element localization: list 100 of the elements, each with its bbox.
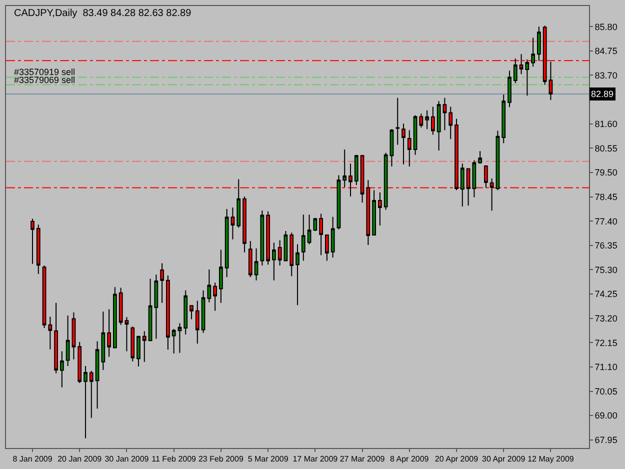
candlestick bbox=[336, 174, 341, 230]
y-tick-label: 70.05 bbox=[594, 386, 618, 396]
candlestick bbox=[60, 350, 64, 388]
candlestick bbox=[219, 249, 223, 304]
candlestick bbox=[136, 336, 140, 367]
candlestick bbox=[396, 97, 400, 146]
y-tick-label: 71.10 bbox=[594, 362, 618, 372]
candlestick bbox=[354, 154, 358, 186]
candlestick bbox=[130, 326, 135, 362]
candlestick bbox=[89, 370, 94, 418]
y-tick-label: 72.15 bbox=[594, 338, 618, 348]
candlestick bbox=[242, 196, 246, 253]
candlestick bbox=[195, 300, 200, 344]
y-tick-label: 74.25 bbox=[594, 289, 618, 300]
candlestick bbox=[54, 302, 58, 374]
candlestick bbox=[42, 265, 46, 329]
x-tick-label: 17 Mar 2009 bbox=[292, 454, 338, 464]
candlestick bbox=[513, 58, 518, 84]
ref-line-label: 82.89 bbox=[591, 89, 614, 99]
candlestick bbox=[531, 37, 535, 68]
candlestick bbox=[266, 210, 270, 266]
candlestick bbox=[207, 268, 212, 303]
candlestick bbox=[184, 290, 188, 336]
candlestick bbox=[296, 244, 300, 306]
candlestick bbox=[502, 94, 506, 144]
candlestick bbox=[36, 224, 40, 274]
candlestick bbox=[201, 290, 206, 334]
candlestick bbox=[496, 130, 500, 191]
candlestick bbox=[413, 114, 418, 156]
ref-line-label: #33570919 sell bbox=[14, 67, 76, 77]
candlestick bbox=[154, 274, 158, 340]
x-tick-label: 8 Apr 2009 bbox=[390, 454, 430, 464]
candlestick bbox=[448, 106, 453, 140]
x-tick-label: 30 Apr 2009 bbox=[482, 454, 526, 464]
x-tick-label: 8 Jan 2009 bbox=[12, 454, 53, 464]
candlestick bbox=[142, 330, 146, 362]
y-tick-label: 81.60 bbox=[594, 119, 618, 129]
candlestick bbox=[419, 113, 424, 128]
candlestick bbox=[260, 210, 264, 266]
candlestick bbox=[248, 240, 252, 278]
candlestick bbox=[508, 70, 512, 108]
y-tick-label: 73.20 bbox=[594, 313, 618, 324]
candlestick bbox=[442, 97, 447, 131]
y-tick-label: 79.50 bbox=[594, 168, 618, 178]
candlestick bbox=[460, 163, 464, 208]
candlestick bbox=[537, 26, 541, 62]
y-tick-label: 76.35 bbox=[594, 240, 618, 251]
candlestick bbox=[390, 128, 394, 167]
candlestick bbox=[325, 234, 329, 262]
candlestick bbox=[372, 190, 376, 236]
y-tick-label: 67.95 bbox=[594, 435, 618, 446]
candlestick bbox=[407, 130, 412, 167]
x-tick-label: 11 Feb 2009 bbox=[152, 454, 197, 464]
candlestick bbox=[313, 217, 318, 232]
y-tick-label: 69.00 bbox=[594, 410, 618, 421]
y-tick-label: 83.70 bbox=[594, 70, 618, 80]
candlestick bbox=[101, 311, 106, 370]
candlestick bbox=[95, 340, 100, 410]
candlestick bbox=[402, 123, 406, 165]
candlestick bbox=[224, 208, 229, 278]
candlestick bbox=[178, 322, 182, 354]
candlestick bbox=[431, 106, 435, 136]
y-tick-label: 84.75 bbox=[594, 46, 618, 56]
candlestick bbox=[384, 152, 388, 210]
candlestick bbox=[525, 58, 530, 96]
x-tick-label: 20 Apr 2009 bbox=[434, 454, 479, 464]
candlestick bbox=[284, 230, 288, 262]
y-tick-label: 80.55 bbox=[594, 143, 618, 154]
candlestick bbox=[301, 214, 306, 262]
y-tick-label: 78.45 bbox=[594, 192, 618, 202]
candlestick bbox=[78, 341, 82, 384]
candlestick bbox=[230, 206, 235, 240]
candlestick bbox=[190, 304, 194, 320]
chart-title: CADJPY,Daily 83.49 84.28 82.63 82.89 bbox=[14, 8, 192, 19]
candlestick bbox=[160, 262, 164, 304]
y-tick-label: 85.80 bbox=[594, 22, 618, 32]
x-tick-label: 12 May 2009 bbox=[528, 454, 574, 464]
candlestick bbox=[254, 248, 258, 281]
candlestick bbox=[272, 242, 276, 281]
candlestick bbox=[48, 316, 52, 350]
candlestick bbox=[172, 328, 176, 354]
candlestick bbox=[342, 149, 347, 188]
candlestick bbox=[72, 312, 76, 360]
candlestick bbox=[378, 192, 382, 226]
candlestick bbox=[425, 110, 429, 130]
candlestick bbox=[307, 214, 312, 245]
candlestick bbox=[166, 275, 170, 350]
candlestick bbox=[213, 282, 217, 312]
candlestick bbox=[472, 160, 476, 198]
candlestick bbox=[118, 287, 123, 326]
x-tick-label: 23 Feb 2009 bbox=[198, 454, 244, 464]
candlestick bbox=[290, 232, 294, 277]
ref-line-label: #33579069 sell bbox=[14, 75, 76, 85]
x-tick-label: 30 Jan 2009 bbox=[104, 454, 150, 464]
candlestick bbox=[436, 100, 441, 151]
candlestick bbox=[113, 286, 117, 348]
candlestick bbox=[66, 315, 70, 367]
candlestick bbox=[319, 213, 323, 256]
x-tick-label: 5 Mar 2009 bbox=[248, 454, 289, 464]
candlestick bbox=[30, 218, 34, 264]
